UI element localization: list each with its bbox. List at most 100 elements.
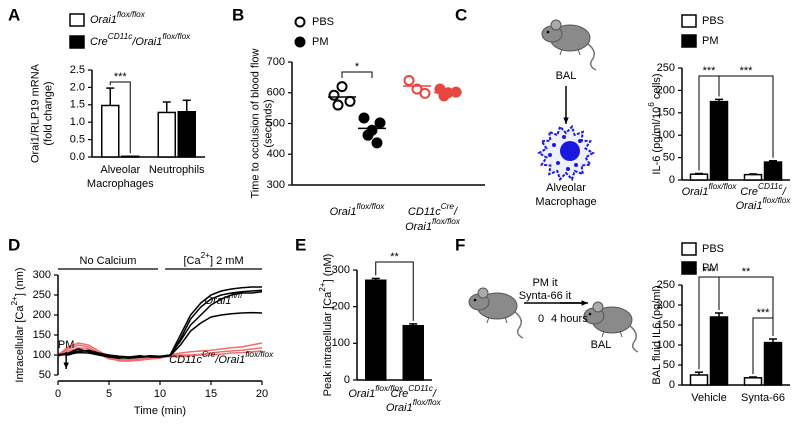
legend-swatch (681, 242, 697, 256)
y-tick-label: 700 (267, 56, 285, 68)
macrophage-granule (566, 167, 570, 171)
significance-label: *** (703, 266, 717, 278)
y-tick-label: 1.5 (70, 99, 85, 111)
text-part: CD11c (169, 354, 202, 366)
text-part: flox/flox (245, 350, 274, 359)
y-tick-label: 600 (267, 87, 285, 99)
significance-label: * (355, 61, 360, 73)
legend-marker (294, 36, 306, 48)
diagram-label: Alveolar (546, 182, 586, 194)
mouse-eye (546, 30, 550, 34)
data-point (362, 129, 374, 141)
y-axis-title: IL-6 (pg/ml/106 cells) (647, 73, 663, 174)
text-part: Time to occlusion of blood flow (249, 48, 261, 198)
diagram-label: 0 (538, 313, 544, 325)
significance-label: *** (757, 307, 771, 319)
data-point (358, 112, 370, 124)
y-tick-label: 100 (332, 337, 350, 349)
text-part: ] (nm) (14, 267, 26, 296)
text-part: flox/flox (413, 398, 442, 407)
y-axis-label: (seconds) (262, 99, 274, 147)
mouse-leg (577, 48, 581, 56)
data-point (411, 83, 423, 95)
mouse-tail (587, 43, 597, 71)
text-part: / (432, 388, 437, 400)
y-tick-label: 2.5 (70, 64, 85, 76)
annotation: [Ca2+] 2 mM (183, 251, 243, 267)
y-axis-title: Orai1/RLP19 mRNA (fold change) (29, 63, 54, 163)
text-part: / (782, 186, 787, 198)
panel-letter: B (232, 5, 244, 24)
mouse-leg (486, 316, 490, 324)
text-part: Cre (90, 36, 108, 48)
significance-bracket (341, 71, 373, 78)
y-tick-label: 500 (267, 117, 285, 129)
legend-swatch (681, 34, 697, 48)
text-part: cells) (651, 73, 663, 102)
significance-bracket (752, 317, 774, 374)
y-axis-label: Intracellular [Ca2+] (nm) (10, 267, 26, 382)
x-tick-label: 0 (55, 388, 61, 400)
text-part: Cre (441, 202, 455, 211)
mouse-leg (601, 330, 605, 338)
text-part: flox/flox (375, 384, 404, 393)
mouse-eye (588, 312, 592, 316)
significance-bracket (718, 276, 774, 336)
text-part: Cre (740, 186, 758, 198)
x-tick-label: Alveolar (100, 164, 140, 176)
bar (689, 374, 709, 386)
diagram-label: Synta-66 it (519, 290, 572, 302)
annotation: PM (58, 339, 75, 351)
text-part: Orai1 (386, 402, 413, 414)
bar (101, 104, 120, 158)
mouse-eye (473, 298, 477, 302)
legend-label: PM (312, 36, 329, 48)
y-axis-label: BAL fluid IL6 (pg/ml) (651, 285, 663, 384)
legend-label: PBS (312, 16, 334, 28)
bar (365, 279, 387, 381)
text-part: Orai1 (736, 200, 763, 212)
x-tick-label: Orai1flox/flox (682, 182, 738, 198)
x-tick-label: CD11cCre/ (408, 202, 458, 218)
macrophage-granule (574, 163, 578, 167)
bar (763, 161, 783, 181)
text-part: Orai1 (348, 388, 375, 400)
macrophage-granule (562, 135, 566, 139)
x-tick-label: Neutrophils (149, 164, 205, 176)
text-part: /Orai1 (131, 36, 162, 48)
text-part: ] 2 mM (210, 255, 244, 267)
y-axis-label: (fold change) (42, 81, 54, 145)
legend-swatch (69, 35, 85, 49)
diagram-label: BAL (591, 339, 612, 351)
bar (689, 173, 709, 181)
text-part: CD11c (108, 32, 133, 41)
annotation: Orai1fl/fl (205, 291, 244, 307)
arrow-head (563, 117, 569, 124)
y-tick-label: 100 (657, 129, 675, 141)
y-axis-label: Peak intracellular [Ca2+] (nM) (318, 254, 334, 397)
bar (763, 341, 783, 386)
text-part: CD11c (408, 206, 441, 218)
text-part: CD11c (758, 182, 783, 191)
mouse-icon (541, 19, 597, 71)
panel-letter: F (455, 235, 465, 254)
mouse-leg (504, 316, 508, 324)
text-part: / (453, 206, 458, 218)
y-tick-label: 250 (657, 279, 675, 291)
y-tick-label: 100 (657, 339, 675, 351)
mouse-icon (583, 301, 639, 353)
text-part: /Orai1 (214, 354, 245, 366)
legend-marker (294, 16, 306, 28)
significance-bracket (718, 75, 774, 158)
panel-letter: A (8, 5, 20, 24)
text-part: Macrophages (87, 178, 154, 190)
text-part: Orai1 (205, 295, 232, 307)
data-point (403, 74, 415, 86)
legend-swatch (681, 261, 697, 275)
mouse-ear (550, 19, 562, 31)
diagram-label: BAL (556, 70, 577, 82)
significance-bracket (375, 261, 414, 321)
text-part: flox/flox (117, 10, 146, 19)
y-tick-label: 0 (344, 374, 350, 386)
